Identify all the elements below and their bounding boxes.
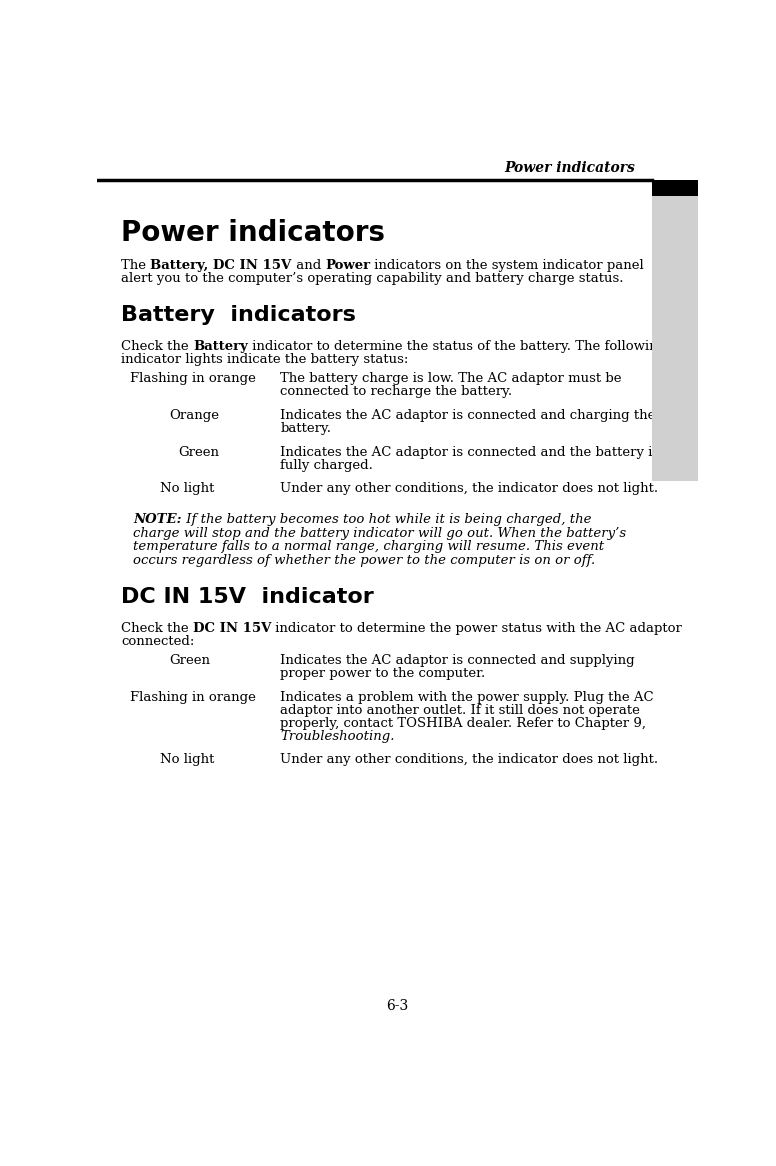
Text: Power indicators: Power indicators xyxy=(504,161,636,175)
Text: indicator lights indicate the battery status:: indicator lights indicate the battery st… xyxy=(121,353,408,366)
Text: Indicates the AC adaptor is connected and the battery is: Indicates the AC adaptor is connected an… xyxy=(280,445,660,458)
Text: proper power to the computer.: proper power to the computer. xyxy=(280,667,486,680)
Text: indicators on the system indicator panel: indicators on the system indicator panel xyxy=(370,259,644,272)
Text: Indicates the AC adaptor is connected and supplying: Indicates the AC adaptor is connected an… xyxy=(280,654,635,667)
Text: POWER AND: POWER AND xyxy=(670,258,681,330)
Text: Indicates a problem with the power supply. Plug the AC: Indicates a problem with the power suppl… xyxy=(280,690,654,703)
Text: Under any other conditions, the indicator does not light.: Under any other conditions, the indicato… xyxy=(280,753,659,766)
Text: properly, contact TOSHIBA dealer. Refer to Chapter 9,: properly, contact TOSHIBA dealer. Refer … xyxy=(280,717,646,730)
Text: Green: Green xyxy=(169,654,210,667)
Text: Check the: Check the xyxy=(121,340,193,353)
Text: Indicates the AC adaptor is connected and charging the: Indicates the AC adaptor is connected an… xyxy=(280,409,656,422)
Text: and: and xyxy=(292,259,325,272)
Text: temperature falls to a normal range, charging will resume. This event: temperature falls to a normal range, cha… xyxy=(133,540,605,553)
Text: DC IN 15V: DC IN 15V xyxy=(193,621,272,634)
Text: 6-3: 6-3 xyxy=(386,998,409,1012)
Text: Battery: Battery xyxy=(193,340,248,353)
Text: connected:: connected: xyxy=(121,635,195,648)
Text: battery.: battery. xyxy=(280,422,331,435)
Text: No light: No light xyxy=(160,483,214,496)
Text: Orange: Orange xyxy=(169,409,219,422)
Text: alert you to the computer’s operating capability and battery charge status.: alert you to the computer’s operating ca… xyxy=(121,272,624,285)
Text: Check the: Check the xyxy=(121,621,193,634)
Text: adaptor into another outlet. If it still does not operate: adaptor into another outlet. If it still… xyxy=(280,703,640,717)
Text: connected to recharge the battery.: connected to recharge the battery. xyxy=(280,385,513,398)
Text: Flashing in orange: Flashing in orange xyxy=(130,372,256,385)
Text: The: The xyxy=(121,259,151,272)
Text: POWER-UP MODES: POWER-UP MODES xyxy=(670,338,681,448)
Bar xyxy=(652,197,698,482)
Text: fully charged.: fully charged. xyxy=(280,458,373,472)
Text: occurs regardless of whether the power to the computer is on or off.: occurs regardless of whether the power t… xyxy=(133,554,595,567)
Text: Battery, DC IN 15V: Battery, DC IN 15V xyxy=(151,259,292,272)
Text: DC IN 15V  indicator: DC IN 15V indicator xyxy=(121,586,374,606)
Text: Under any other conditions, the indicator does not light.: Under any other conditions, the indicato… xyxy=(280,483,659,496)
Text: Troubleshooting.: Troubleshooting. xyxy=(280,730,395,743)
Text: indicator to determine the power status with the AC adaptor: indicator to determine the power status … xyxy=(272,621,682,634)
Text: Battery  indicators: Battery indicators xyxy=(121,305,356,325)
Text: If the battery becomes too hot while it is being charged, the: If the battery becomes too hot while it … xyxy=(182,513,591,526)
Text: Power indicators: Power indicators xyxy=(121,219,385,247)
Text: Power: Power xyxy=(325,259,370,272)
Bar xyxy=(652,181,698,197)
Text: charge will stop and the battery indicator will go out. When the battery’s: charge will stop and the battery indicat… xyxy=(133,527,626,540)
Text: No light: No light xyxy=(160,753,214,766)
Text: The battery charge is low. The AC adaptor must be: The battery charge is low. The AC adapto… xyxy=(280,372,622,385)
Text: Flashing in orange: Flashing in orange xyxy=(130,690,256,703)
Text: NOTE:: NOTE: xyxy=(133,513,182,526)
Text: indicator to determine the status of the battery. The following: indicator to determine the status of the… xyxy=(248,340,666,353)
Text: Green: Green xyxy=(178,445,219,458)
